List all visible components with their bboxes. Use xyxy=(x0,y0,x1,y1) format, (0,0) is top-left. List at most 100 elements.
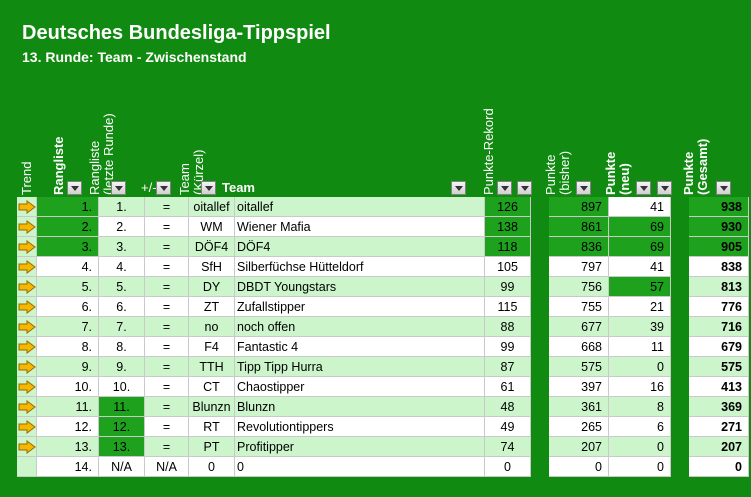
team-short-cell: DY xyxy=(189,277,235,297)
points-before-cell: 677 xyxy=(549,317,609,337)
right-arrow-icon xyxy=(18,360,36,374)
spacer-cell xyxy=(671,237,689,257)
header-punkte-rekord: Punkte-Rekord xyxy=(481,108,496,195)
points-new-cell: 0 xyxy=(609,437,671,457)
prev-rank-cell: 9. xyxy=(99,357,145,377)
trend-cell xyxy=(17,437,37,457)
points-before-cell: 755 xyxy=(549,297,609,317)
table-row: 12. 12. = RT Revolutiontippers 49 265 6 271 xyxy=(17,417,749,437)
trend-cell xyxy=(17,317,37,337)
points-new-cell: 69 xyxy=(609,237,671,257)
rank-cell: 5. xyxy=(37,277,99,297)
record-cell: 126 xyxy=(485,197,531,217)
points-new-cell: 6 xyxy=(609,417,671,437)
spacer-cell xyxy=(671,357,689,377)
team-short-cell: PT xyxy=(189,437,235,457)
team-short-cell: WM xyxy=(189,217,235,237)
prev-rank-cell: 2. xyxy=(99,217,145,237)
points-total-cell: 207 xyxy=(689,437,749,457)
team-name-cell: Revolutiontippers xyxy=(235,417,485,437)
points-total-cell: 838 xyxy=(689,257,749,277)
points-new-cell: 39 xyxy=(609,317,671,337)
spacer-cell xyxy=(531,277,549,297)
rank-cell: 6. xyxy=(37,297,99,317)
table-row: 6. 6. = ZT Zufallstipper 115 755 21 776 xyxy=(17,297,749,317)
record-cell: 105 xyxy=(485,257,531,277)
record-cell: 115 xyxy=(485,297,531,317)
team-name-cell: Blunzn xyxy=(235,397,485,417)
points-before-cell: 836 xyxy=(549,237,609,257)
right-arrow-icon xyxy=(18,380,36,394)
team-short-cell: RT xyxy=(189,417,235,437)
table-row: 11. 11. = Blunzn Blunzn 48 361 8 369 xyxy=(17,397,749,417)
filter-plusminus-dropdown[interactable] xyxy=(156,181,171,195)
header-team: Team xyxy=(222,180,255,195)
filter-punkte-gesamt-dropdown[interactable] xyxy=(716,181,731,195)
filter-team-dropdown[interactable] xyxy=(451,181,466,195)
filter-rangliste-dropdown[interactable] xyxy=(67,181,82,195)
points-new-cell: 16 xyxy=(609,377,671,397)
header-rangliste: Rangliste xyxy=(51,136,66,195)
prev-rank-cell: 1. xyxy=(99,197,145,217)
points-before-cell: 207 xyxy=(549,437,609,457)
filter-punkte-rekord-dropdown[interactable] xyxy=(497,181,512,195)
table-row: 5. 5. = DY DBDT Youngstars 99 756 57 813 xyxy=(17,277,749,297)
diff-cell: = xyxy=(145,317,189,337)
filter-team-kurz-dropdown[interactable] xyxy=(201,181,216,195)
rank-cell: 11. xyxy=(37,397,99,417)
team-name-cell: Wiener Mafia xyxy=(235,217,485,237)
spacer-cell xyxy=(671,197,689,217)
team-name-cell: DÖF4 xyxy=(235,237,485,257)
spacer-cell xyxy=(531,197,549,217)
diff-cell: = xyxy=(145,417,189,437)
team-name-cell: oitallef xyxy=(235,197,485,217)
team-short-cell: oitallef xyxy=(189,197,235,217)
filter-punkte-bisher-dropdown[interactable] xyxy=(576,181,591,195)
rank-cell: 3. xyxy=(37,237,99,257)
diff-cell: = xyxy=(145,357,189,377)
rank-cell: 10. xyxy=(37,377,99,397)
filter-punkte-neu-2-dropdown[interactable] xyxy=(657,181,672,195)
spacer-cell xyxy=(531,317,549,337)
record-cell: 0 xyxy=(485,457,531,477)
diff-cell: = xyxy=(145,437,189,457)
right-arrow-icon xyxy=(18,440,36,454)
spacer-cell xyxy=(671,217,689,237)
spacer-cell xyxy=(671,457,689,477)
team-name-cell: Zufallstipper xyxy=(235,297,485,317)
prev-rank-cell: 13. xyxy=(99,437,145,457)
trend-cell xyxy=(17,197,37,217)
points-new-cell: 21 xyxy=(609,297,671,317)
table-row: 10. 10. = CT Chaostipper 61 397 16 413 xyxy=(17,377,749,397)
table-row: 2. 2. = WM Wiener Mafia 138 861 69 930 xyxy=(17,217,749,237)
filter-rangliste-letzte-dropdown[interactable] xyxy=(111,181,126,195)
right-arrow-icon xyxy=(18,400,36,414)
spacer-cell xyxy=(531,457,549,477)
table-row: 13. 13. = PT Profitipper 74 207 0 207 xyxy=(17,437,749,457)
spacer-cell xyxy=(531,237,549,257)
trend-cell xyxy=(17,377,37,397)
prev-rank-cell: 3. xyxy=(99,237,145,257)
points-before-cell: 897 xyxy=(549,197,609,217)
points-new-cell: 57 xyxy=(609,277,671,297)
header-punkte-neu: Punkte (neu) xyxy=(603,151,632,195)
table-row: 14. N/A N/A 0 0 0 0 0 0 xyxy=(17,457,749,477)
spacer-cell xyxy=(671,437,689,457)
spacer-cell xyxy=(531,217,549,237)
spacer-cell xyxy=(531,417,549,437)
points-new-cell: 0 xyxy=(609,457,671,477)
trend-cell xyxy=(17,277,37,297)
filter-punkte-rekord-2-dropdown[interactable] xyxy=(517,181,532,195)
table-row: 7. 7. = no noch offen 88 677 39 716 xyxy=(17,317,749,337)
right-arrow-icon xyxy=(18,220,36,234)
points-total-cell: 716 xyxy=(689,317,749,337)
spacer-cell xyxy=(531,337,549,357)
diff-cell: N/A xyxy=(145,457,189,477)
points-total-cell: 369 xyxy=(689,397,749,417)
filter-punkte-neu-dropdown[interactable] xyxy=(636,181,651,195)
points-before-cell: 575 xyxy=(549,357,609,377)
points-new-cell: 41 xyxy=(609,197,671,217)
trend-cell xyxy=(17,337,37,357)
team-name-cell: 0 xyxy=(235,457,485,477)
record-cell: 49 xyxy=(485,417,531,437)
